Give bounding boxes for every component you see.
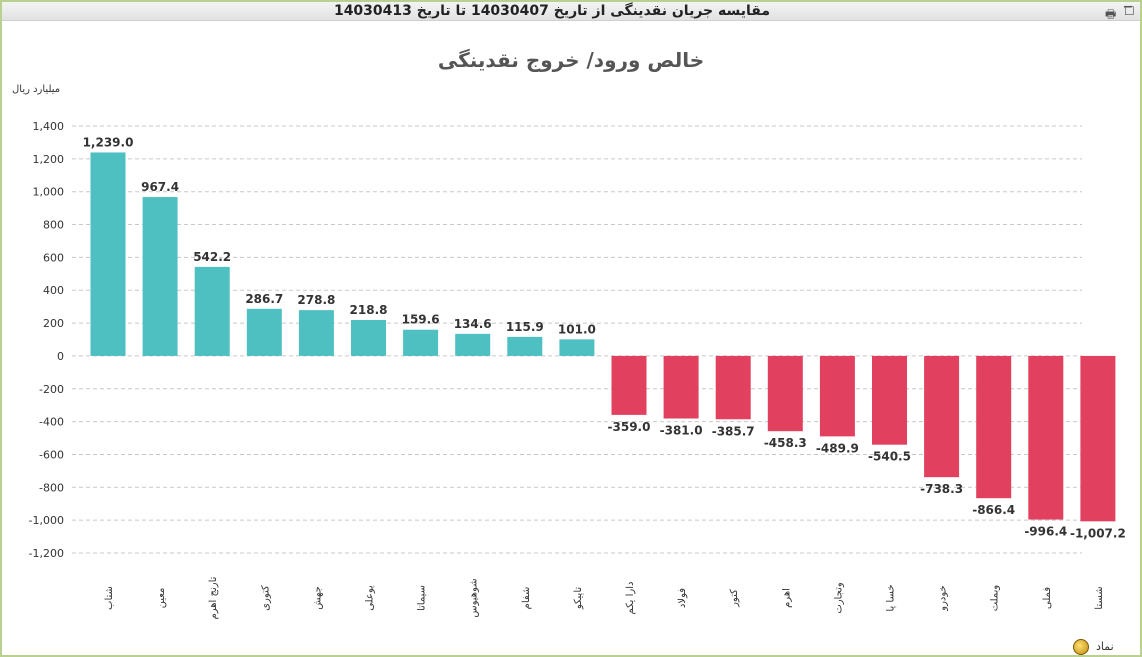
bar — [872, 355, 907, 445]
bar — [976, 355, 1012, 499]
y-tick-label: 800 — [43, 219, 64, 232]
x-tick-label: خسا پا — [886, 584, 897, 611]
data-label: 115.9 — [506, 320, 544, 334]
data-label: 159.6 — [402, 313, 440, 327]
bar — [90, 152, 126, 356]
x-tick-label: شفام — [521, 587, 532, 610]
data-label: -540.5 — [868, 450, 911, 464]
x-tick-label: فملی — [1042, 587, 1053, 609]
y-tick-label: -400 — [39, 416, 64, 429]
x-tick-label: سیماتا — [417, 585, 428, 611]
y-axis-label: میلیارد ریال — [12, 84, 61, 95]
window-title: مقایسه جریان نقدینگی از تاریخ 14030407 ت… — [333, 3, 770, 19]
data-label: -489.9 — [816, 441, 859, 455]
x-tick-label: کتوری — [260, 585, 271, 611]
data-label: 134.6 — [454, 317, 492, 331]
data-label: -381.0 — [660, 423, 703, 437]
chart-title: خالص ورود/ خروج نقدینگی — [437, 48, 705, 72]
x-tick-label: خودرو — [938, 585, 949, 611]
refresh-icon[interactable] — [1073, 639, 1089, 655]
data-label: -996.4 — [1024, 525, 1067, 539]
x-tick-label: کتور — [729, 589, 740, 608]
x-tick-label: اهرم — [781, 588, 792, 608]
x-tick-label: وبملت — [990, 585, 1001, 612]
title-bar: مقایسه جریان نقدینگی از تاریخ 14030407 ت… — [2, 0, 1140, 21]
footer-label: نماد — [1096, 640, 1114, 653]
minimize-icon[interactable]: ▁ — [1124, 0, 1132, 8]
data-label: 278.8 — [297, 293, 335, 307]
y-tick-label: 1,400 — [33, 120, 65, 133]
y-tick-label: -1,000 — [29, 514, 64, 527]
bar — [924, 355, 960, 478]
y-tick-label: 600 — [43, 251, 64, 264]
y-tick-label: 0 — [57, 350, 64, 363]
bar — [507, 336, 543, 356]
x-tick-label: معین — [156, 588, 167, 609]
y-tick-label: -800 — [39, 481, 64, 494]
y-tick-label: 400 — [43, 284, 64, 297]
y-tick-label: 200 — [43, 317, 64, 330]
x-tick-label: تاپیکو — [573, 587, 584, 611]
data-label: -385.7 — [712, 424, 755, 438]
data-label: 1,239.0 — [83, 135, 134, 149]
data-label: 218.8 — [350, 303, 388, 317]
bar — [715, 355, 751, 420]
data-label: 286.7 — [245, 292, 283, 306]
y-tick-label: -1,200 — [29, 547, 64, 560]
y-tick-label: -600 — [39, 448, 64, 461]
y-tick-label: -200 — [39, 383, 64, 396]
x-tick-label: جهش — [312, 586, 323, 610]
bar — [351, 319, 386, 356]
bar — [298, 310, 334, 356]
x-tick-label: فولاد — [677, 588, 688, 608]
bar — [246, 308, 282, 356]
x-tick-label: یوعلی — [365, 585, 376, 611]
data-label: 967.4 — [141, 180, 179, 194]
data-label: -458.3 — [764, 436, 807, 450]
bar — [611, 355, 647, 415]
y-tick-label: 1,200 — [33, 153, 65, 166]
bar — [559, 339, 595, 356]
data-label: -359.0 — [608, 420, 651, 434]
bar — [767, 355, 803, 432]
x-tick-label: تارنج اهرم — [208, 576, 219, 619]
bar — [663, 355, 699, 419]
bar — [1028, 355, 1064, 520]
y-tick-label: 1,000 — [33, 186, 65, 199]
data-label: -1,007.2 — [1070, 526, 1126, 540]
x-tick-label: دارا یکم — [625, 582, 636, 615]
data-label: -738.3 — [920, 482, 963, 496]
printer-icon[interactable]: 🖶 — [1105, 7, 1117, 21]
bar — [142, 197, 178, 356]
x-tick-label: شوهیوس — [469, 578, 480, 617]
bar — [1080, 355, 1116, 522]
bar — [455, 333, 491, 356]
x-tick-label: شتاب — [104, 586, 115, 610]
bar — [819, 355, 855, 437]
x-tick-label: شستا — [1094, 586, 1105, 609]
data-label: 101.0 — [558, 322, 596, 336]
x-tick-label: وتجارت — [833, 582, 844, 614]
data-label: 542.2 — [193, 250, 231, 264]
data-label: -866.4 — [972, 503, 1015, 517]
bar — [403, 329, 439, 356]
bar — [194, 266, 230, 356]
maximize-icon[interactable]: ☐ — [1124, 4, 1135, 18]
